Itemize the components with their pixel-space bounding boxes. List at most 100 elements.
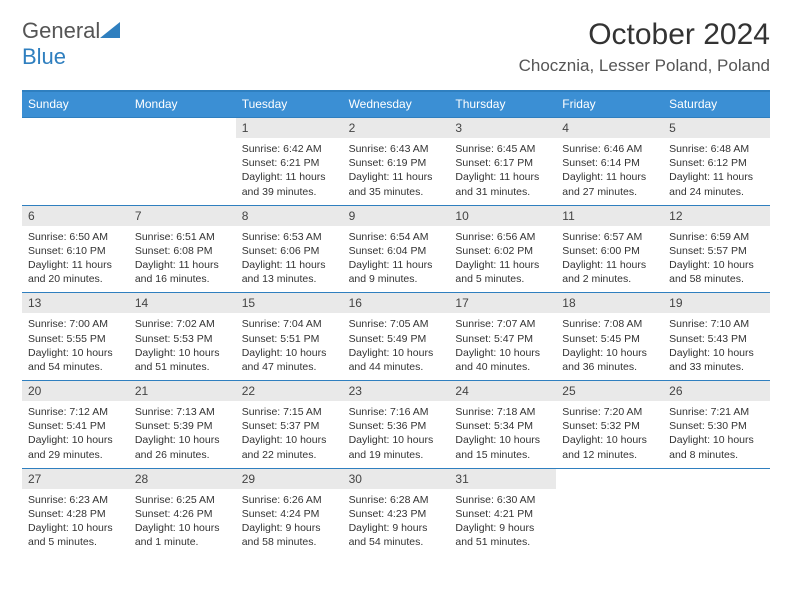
sunset-text: Sunset: 6:00 PM: [562, 244, 657, 258]
daylight-text: Daylight: 10 hours and 26 minutes.: [135, 433, 230, 461]
sunrise-text: Sunrise: 7:12 AM: [28, 405, 123, 419]
day-header: Wednesday: [343, 92, 450, 117]
sunrise-text: Sunrise: 6:28 AM: [349, 493, 444, 507]
daylight-text: Daylight: 10 hours and 47 minutes.: [242, 346, 337, 374]
day-body: Sunrise: 6:56 AMSunset: 6:02 PMDaylight:…: [449, 226, 556, 293]
day-body: Sunrise: 7:07 AMSunset: 5:47 PMDaylight:…: [449, 313, 556, 380]
daylight-text: Daylight: 10 hours and 1 minute.: [135, 521, 230, 549]
date-number: 11: [556, 206, 663, 226]
daylight-text: Daylight: 9 hours and 54 minutes.: [349, 521, 444, 549]
title-block: October 2024 Chocznia, Lesser Poland, Po…: [519, 18, 770, 76]
date-number: 30: [343, 469, 450, 489]
daylight-text: Daylight: 11 hours and 39 minutes.: [242, 170, 337, 198]
day-body: Sunrise: 6:42 AMSunset: 6:21 PMDaylight:…: [236, 138, 343, 205]
date-number: 2: [343, 118, 450, 138]
day-cell: 8Sunrise: 6:53 AMSunset: 6:06 PMDaylight…: [236, 206, 343, 293]
daylight-text: Daylight: 10 hours and 58 minutes.: [669, 258, 764, 286]
sunrise-text: Sunrise: 7:05 AM: [349, 317, 444, 331]
day-cell: 15Sunrise: 7:04 AMSunset: 5:51 PMDayligh…: [236, 293, 343, 380]
sunset-text: Sunset: 6:19 PM: [349, 156, 444, 170]
day-body: Sunrise: 6:59 AMSunset: 5:57 PMDaylight:…: [663, 226, 770, 293]
sunrise-text: Sunrise: 6:59 AM: [669, 230, 764, 244]
header: General Blue October 2024 Chocznia, Less…: [22, 18, 770, 76]
sunset-text: Sunset: 4:28 PM: [28, 507, 123, 521]
day-body: Sunrise: 6:53 AMSunset: 6:06 PMDaylight:…: [236, 226, 343, 293]
date-number: 24: [449, 381, 556, 401]
date-number: 29: [236, 469, 343, 489]
day-cell: 25Sunrise: 7:20 AMSunset: 5:32 PMDayligh…: [556, 381, 663, 468]
sunset-text: Sunset: 5:55 PM: [28, 332, 123, 346]
brand-part2: Blue: [22, 44, 66, 69]
sunrise-text: Sunrise: 6:25 AM: [135, 493, 230, 507]
date-number: 18: [556, 293, 663, 313]
day-body: Sunrise: 7:10 AMSunset: 5:43 PMDaylight:…: [663, 313, 770, 380]
day-header: Monday: [129, 92, 236, 117]
day-body: Sunrise: 7:08 AMSunset: 5:45 PMDaylight:…: [556, 313, 663, 380]
day-cell: 3Sunrise: 6:45 AMSunset: 6:17 PMDaylight…: [449, 118, 556, 205]
day-body: Sunrise: 6:28 AMSunset: 4:23 PMDaylight:…: [343, 489, 450, 556]
day-cell: 11Sunrise: 6:57 AMSunset: 6:00 PMDayligh…: [556, 206, 663, 293]
day-cell: 24Sunrise: 7:18 AMSunset: 5:34 PMDayligh…: [449, 381, 556, 468]
date-number: 17: [449, 293, 556, 313]
daylight-text: Daylight: 11 hours and 31 minutes.: [455, 170, 550, 198]
sunset-text: Sunset: 5:32 PM: [562, 419, 657, 433]
daylight-text: Daylight: 10 hours and 36 minutes.: [562, 346, 657, 374]
day-cell: 18Sunrise: 7:08 AMSunset: 5:45 PMDayligh…: [556, 293, 663, 380]
sunset-text: Sunset: 5:30 PM: [669, 419, 764, 433]
sunset-text: Sunset: 5:34 PM: [455, 419, 550, 433]
daylight-text: Daylight: 10 hours and 5 minutes.: [28, 521, 123, 549]
sunrise-text: Sunrise: 6:53 AM: [242, 230, 337, 244]
week-row: 20Sunrise: 7:12 AMSunset: 5:41 PMDayligh…: [22, 380, 770, 468]
day-body: Sunrise: 6:23 AMSunset: 4:28 PMDaylight:…: [22, 489, 129, 556]
day-body: Sunrise: 6:57 AMSunset: 6:00 PMDaylight:…: [556, 226, 663, 293]
day-cell: 4Sunrise: 6:46 AMSunset: 6:14 PMDaylight…: [556, 118, 663, 205]
day-header: Friday: [556, 92, 663, 117]
daylight-text: Daylight: 10 hours and 8 minutes.: [669, 433, 764, 461]
daylight-text: Daylight: 10 hours and 40 minutes.: [455, 346, 550, 374]
sunrise-text: Sunrise: 6:54 AM: [349, 230, 444, 244]
sunset-text: Sunset: 4:26 PM: [135, 507, 230, 521]
daylight-text: Daylight: 10 hours and 22 minutes.: [242, 433, 337, 461]
sunrise-text: Sunrise: 7:02 AM: [135, 317, 230, 331]
sunset-text: Sunset: 4:24 PM: [242, 507, 337, 521]
daylight-text: Daylight: 11 hours and 16 minutes.: [135, 258, 230, 286]
day-cell: 10Sunrise: 6:56 AMSunset: 6:02 PMDayligh…: [449, 206, 556, 293]
day-cell: 1Sunrise: 6:42 AMSunset: 6:21 PMDaylight…: [236, 118, 343, 205]
day-body: Sunrise: 6:43 AMSunset: 6:19 PMDaylight:…: [343, 138, 450, 205]
sunset-text: Sunset: 5:57 PM: [669, 244, 764, 258]
sunrise-text: Sunrise: 7:13 AM: [135, 405, 230, 419]
sunrise-text: Sunrise: 6:46 AM: [562, 142, 657, 156]
brand-triangle-icon: [100, 22, 120, 43]
sunset-text: Sunset: 6:12 PM: [669, 156, 764, 170]
sunset-text: Sunset: 5:47 PM: [455, 332, 550, 346]
sunset-text: Sunset: 6:06 PM: [242, 244, 337, 258]
date-number: 15: [236, 293, 343, 313]
sunset-text: Sunset: 6:02 PM: [455, 244, 550, 258]
date-number: 12: [663, 206, 770, 226]
sunset-text: Sunset: 5:43 PM: [669, 332, 764, 346]
sunrise-text: Sunrise: 7:04 AM: [242, 317, 337, 331]
sunset-text: Sunset: 6:10 PM: [28, 244, 123, 258]
sunrise-text: Sunrise: 6:26 AM: [242, 493, 337, 507]
day-cell: 30Sunrise: 6:28 AMSunset: 4:23 PMDayligh…: [343, 469, 450, 556]
date-number: 3: [449, 118, 556, 138]
day-body: Sunrise: 6:26 AMSunset: 4:24 PMDaylight:…: [236, 489, 343, 556]
month-title: October 2024: [519, 18, 770, 52]
date-number: 6: [22, 206, 129, 226]
day-cell: 23Sunrise: 7:16 AMSunset: 5:36 PMDayligh…: [343, 381, 450, 468]
day-header: Saturday: [663, 92, 770, 117]
day-body: Sunrise: 7:05 AMSunset: 5:49 PMDaylight:…: [343, 313, 450, 380]
sunset-text: Sunset: 5:45 PM: [562, 332, 657, 346]
week-row: 27Sunrise: 6:23 AMSunset: 4:28 PMDayligh…: [22, 468, 770, 556]
date-number: 14: [129, 293, 236, 313]
sunset-text: Sunset: 6:14 PM: [562, 156, 657, 170]
sunrise-text: Sunrise: 7:07 AM: [455, 317, 550, 331]
date-number: 20: [22, 381, 129, 401]
sunset-text: Sunset: 5:39 PM: [135, 419, 230, 433]
daylight-text: Daylight: 9 hours and 51 minutes.: [455, 521, 550, 549]
sunrise-text: Sunrise: 6:43 AM: [349, 142, 444, 156]
daylight-text: Daylight: 10 hours and 12 minutes.: [562, 433, 657, 461]
sunrise-text: Sunrise: 7:21 AM: [669, 405, 764, 419]
day-body: Sunrise: 7:15 AMSunset: 5:37 PMDaylight:…: [236, 401, 343, 468]
sunset-text: Sunset: 5:37 PM: [242, 419, 337, 433]
